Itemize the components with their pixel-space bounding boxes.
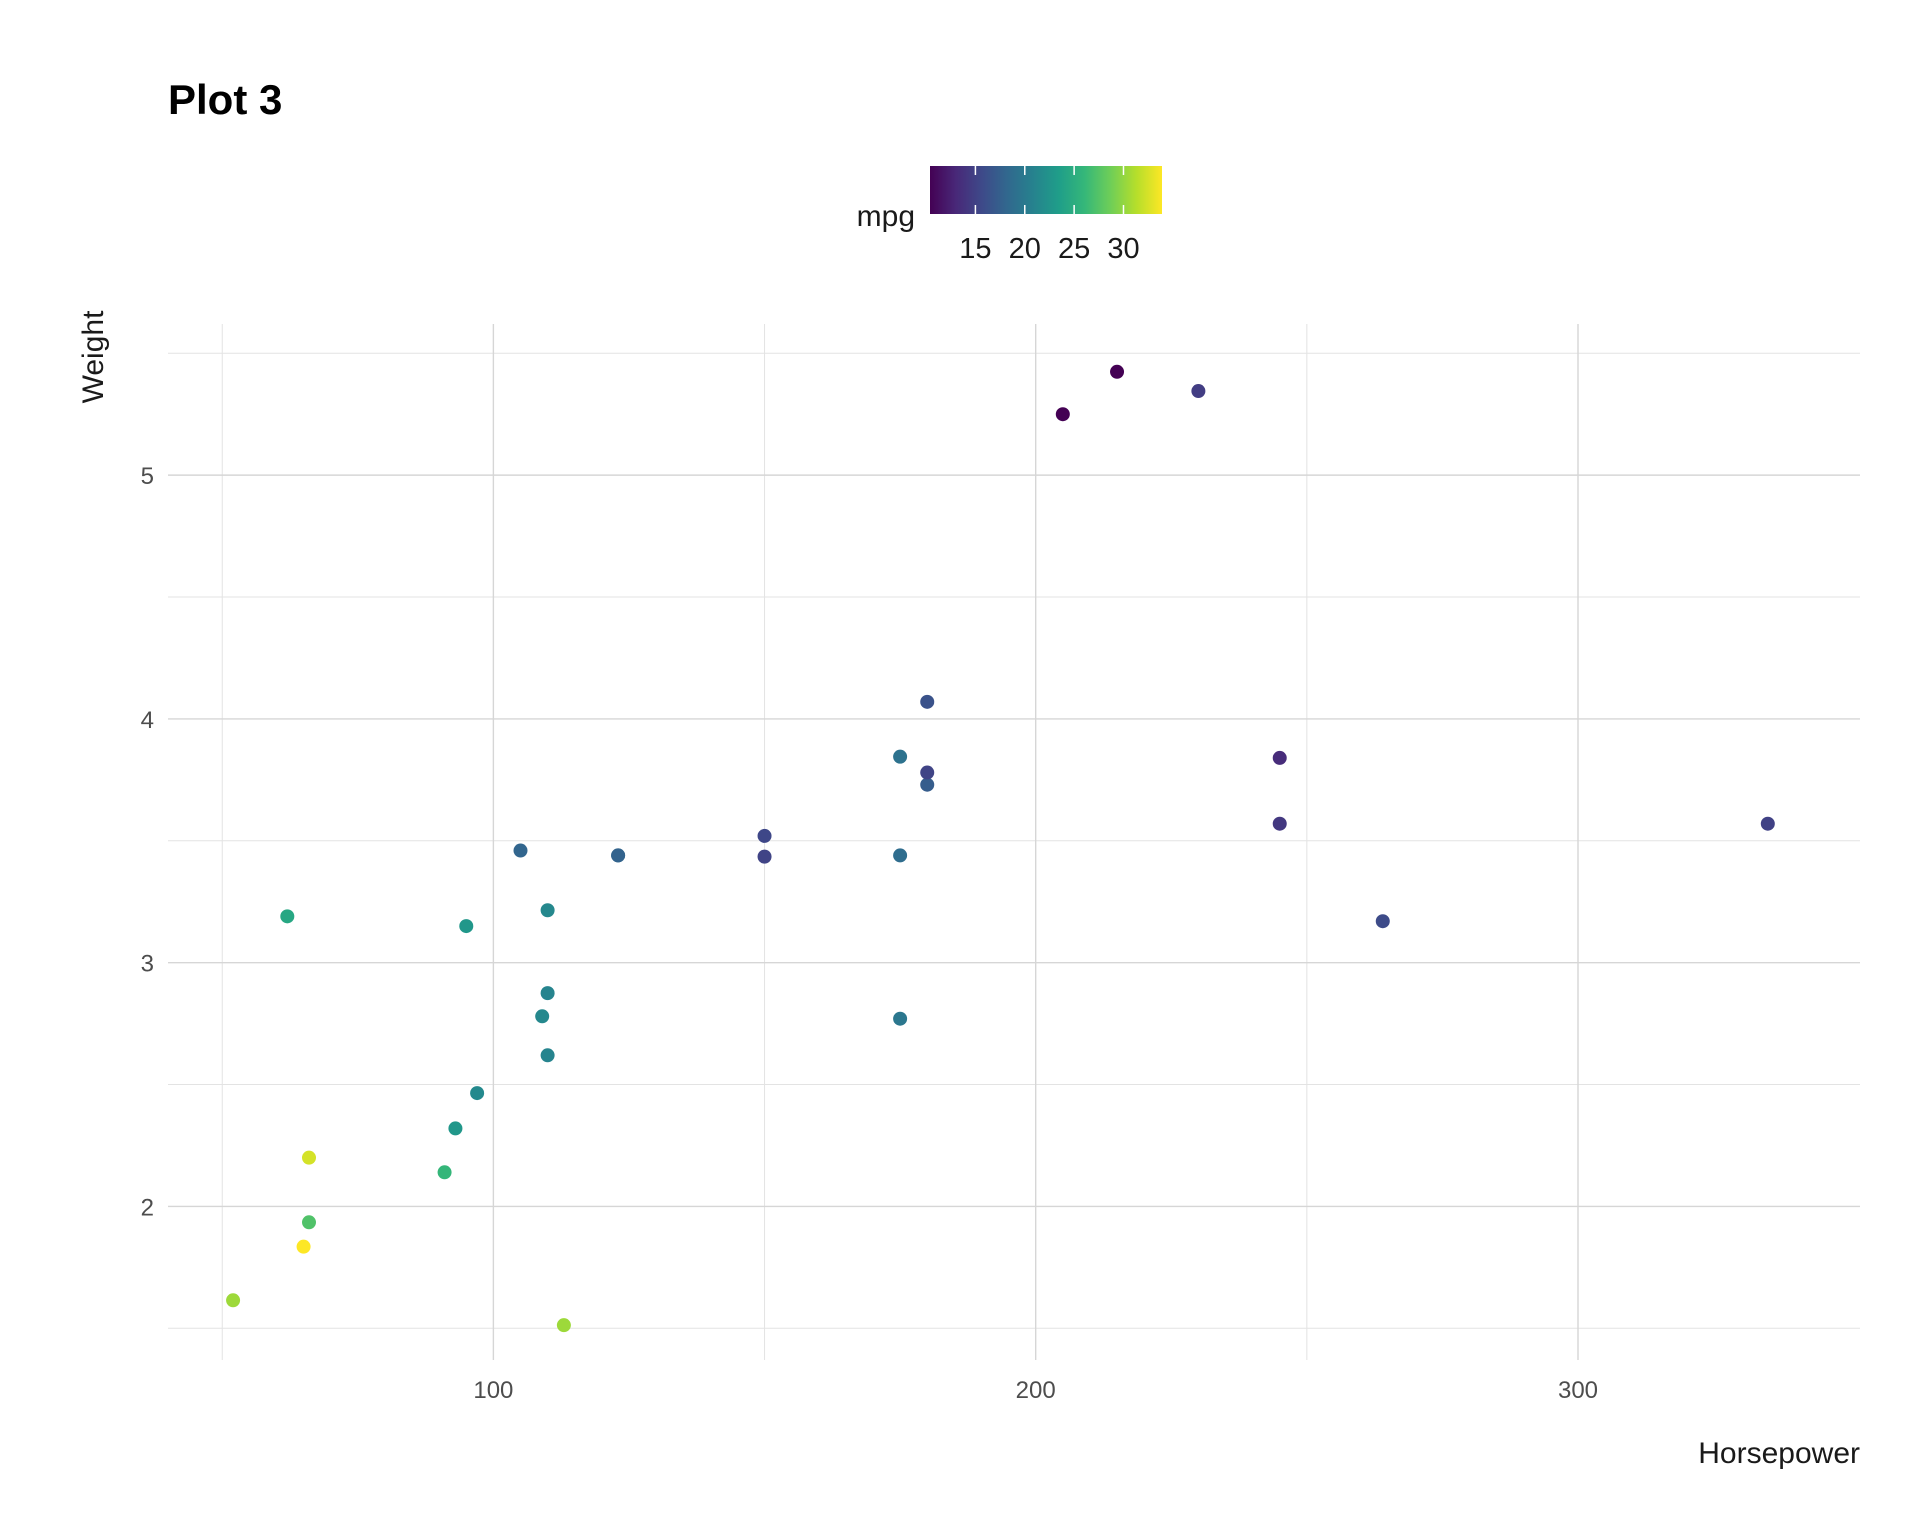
y-tick-label: 4 — [141, 707, 154, 734]
data-point — [757, 828, 772, 843]
colorbar-tick-label: 25 — [1058, 233, 1090, 265]
data-point — [280, 909, 295, 924]
data-point — [459, 919, 474, 934]
chart-title: Plot 3 — [168, 76, 282, 123]
data-point — [920, 765, 935, 780]
data-point — [556, 1318, 571, 1333]
data-point — [1272, 750, 1287, 765]
colorbar — [930, 166, 1162, 214]
legend: mpg 15 20 25 30 — [857, 166, 1162, 265]
data-point — [1760, 816, 1775, 831]
data-point — [1272, 816, 1287, 831]
data-point — [535, 1009, 550, 1024]
data-point — [893, 749, 908, 764]
data-point — [437, 1165, 452, 1180]
x-tick-label: 200 — [1016, 1377, 1056, 1404]
colorbar-tick-label: 15 — [959, 233, 991, 265]
x-tick-label: 300 — [1558, 1377, 1598, 1404]
data-point — [1375, 914, 1390, 929]
y-axis-title: Weight — [77, 310, 110, 403]
colorbar-tick-label: 20 — [1009, 233, 1041, 265]
data-point — [1191, 384, 1206, 399]
data-point — [757, 849, 772, 864]
data-point — [296, 1239, 311, 1254]
data-point — [470, 1086, 485, 1101]
data-point — [920, 694, 935, 709]
colorbar-tick-label: 30 — [1107, 233, 1139, 265]
data-point — [893, 1011, 908, 1026]
data-point — [893, 848, 908, 863]
y-tick-label: 2 — [141, 1194, 154, 1221]
data-point — [1110, 364, 1125, 379]
data-point — [920, 777, 935, 792]
data-point — [302, 1215, 316, 1230]
data-point — [1055, 407, 1070, 422]
data-point — [448, 1121, 463, 1136]
data-point — [226, 1293, 241, 1308]
data-point — [513, 843, 528, 858]
legend-title: mpg — [857, 200, 915, 233]
y-tick-label: 5 — [141, 463, 154, 490]
data-point — [540, 903, 555, 918]
data-point — [611, 848, 626, 863]
grid — [168, 324, 1860, 1360]
x-tick-label: 100 — [473, 1377, 513, 1404]
x-axis-title: Horsepower — [1698, 1437, 1860, 1470]
axes: 100 200 300 2 3 4 5 — [141, 463, 1598, 1404]
data-point — [302, 1150, 316, 1165]
data-point — [540, 1048, 555, 1063]
y-tick-label: 3 — [141, 951, 154, 978]
data-points — [226, 364, 1775, 1333]
data-point — [540, 986, 555, 1001]
